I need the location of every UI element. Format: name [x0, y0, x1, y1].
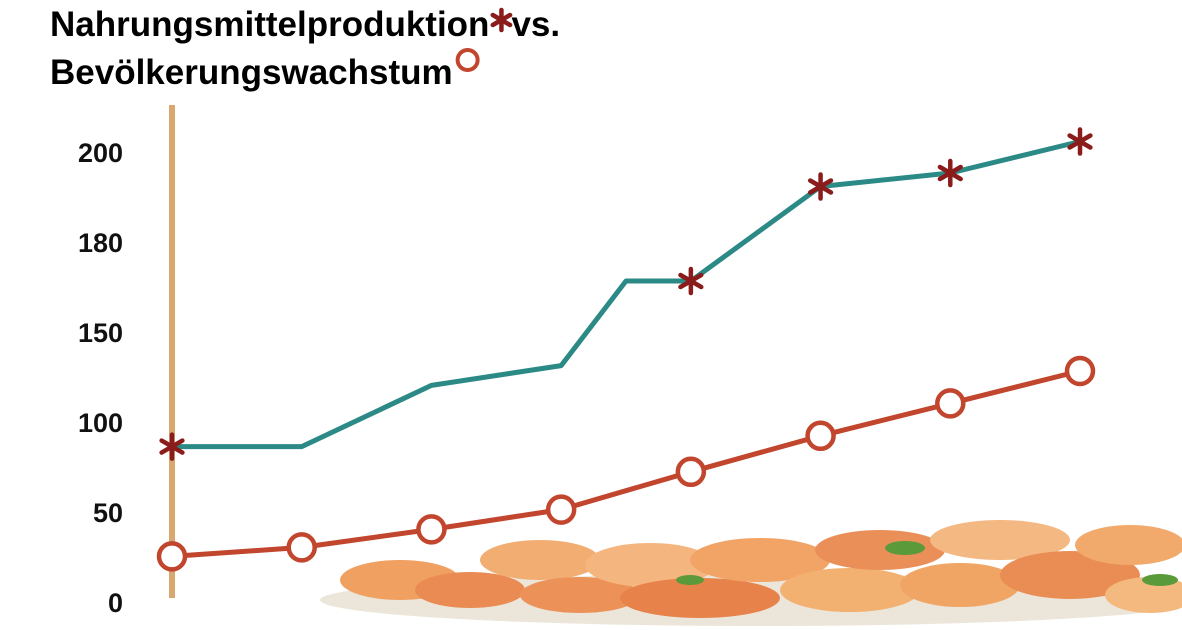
- food: [480, 540, 600, 580]
- data-point: [805, 420, 836, 452]
- y-tick-label: 180: [78, 228, 123, 258]
- data-point: [156, 541, 188, 572]
- data-point: [299, 444, 304, 449]
- star-marker: [1067, 127, 1093, 156]
- food: [1075, 525, 1182, 565]
- food: [415, 572, 525, 608]
- y-tick-label: 0: [108, 588, 123, 618]
- data-point: [624, 279, 628, 283]
- star-stroke: [1067, 133, 1093, 150]
- data-point: [416, 514, 447, 545]
- data-point: [935, 388, 966, 419]
- star-stroke: [678, 272, 704, 290]
- food: [520, 577, 640, 613]
- star-marker: [937, 158, 963, 188]
- food: [815, 530, 945, 570]
- legend-symbol: [490, 7, 513, 33]
- chart-title-line-2: Bevölkerungswachstum: [50, 53, 453, 92]
- title-part: Nahrungsmittelproduktion: [50, 5, 489, 44]
- star-stroke: [807, 178, 834, 195]
- star-marker: [159, 432, 185, 461]
- data-point: [429, 383, 434, 388]
- chart-title: Nahrungsmittelproduktion vs.: [50, 5, 560, 44]
- data-point: [545, 494, 577, 525]
- legend-symbol: [455, 48, 480, 72]
- y-tick-label: 150: [78, 318, 123, 348]
- food: [1105, 577, 1182, 613]
- data-point: [1064, 355, 1096, 387]
- star-marker: [807, 172, 834, 201]
- star-stroke: [159, 438, 185, 455]
- herb: [885, 541, 925, 555]
- food: [690, 538, 830, 582]
- star-stroke: [490, 12, 513, 28]
- herb: [1142, 574, 1178, 586]
- food: [930, 520, 1070, 560]
- food: [900, 563, 1020, 607]
- data-point: [286, 532, 317, 563]
- y-tick-label: 200: [78, 138, 123, 168]
- title-part: Bevölkerungswachstum: [50, 53, 453, 92]
- series-line: [171, 368, 1081, 559]
- food-illustration: [320, 520, 1182, 626]
- herb: [676, 575, 704, 585]
- y-tick-label: 50: [93, 498, 123, 528]
- food: [1000, 551, 1140, 599]
- data-point: [675, 456, 707, 488]
- title-joiner: vs.: [511, 5, 560, 44]
- star-marker: [678, 266, 704, 296]
- star-stroke: [937, 164, 963, 182]
- y-axis: [169, 105, 175, 598]
- food: [780, 568, 920, 612]
- y-tick-label: 100: [78, 408, 123, 438]
- data-point: [559, 363, 564, 368]
- food: [620, 578, 780, 618]
